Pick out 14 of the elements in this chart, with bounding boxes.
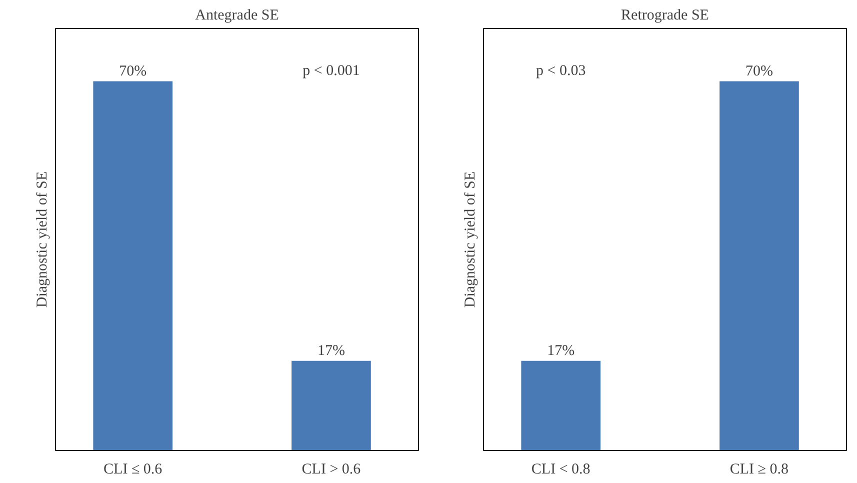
y-axis-title: Diagnostic yield of SE bbox=[462, 171, 478, 308]
x-tick-label: CLI ≤ 0.6 bbox=[104, 462, 163, 478]
chart-title: Retrograde SE bbox=[621, 8, 709, 24]
data-label: 70% bbox=[745, 63, 773, 80]
x-tick-label: CLI > 0.6 bbox=[302, 462, 362, 478]
annotation: p < 0.03 bbox=[536, 63, 586, 80]
data-label: 17% bbox=[547, 342, 575, 359]
x-tick-label: CLI < 0.8 bbox=[531, 462, 590, 478]
annotation: p < 0.001 bbox=[302, 63, 360, 80]
y-axis-title: Diagnostic yield of SE bbox=[34, 171, 50, 308]
data-label: 70% bbox=[119, 63, 147, 80]
x-tick-label: CLI ≥ 0.8 bbox=[730, 462, 789, 478]
chart-title: Antegrade SE bbox=[195, 8, 279, 24]
data-label: 17% bbox=[317, 342, 345, 359]
